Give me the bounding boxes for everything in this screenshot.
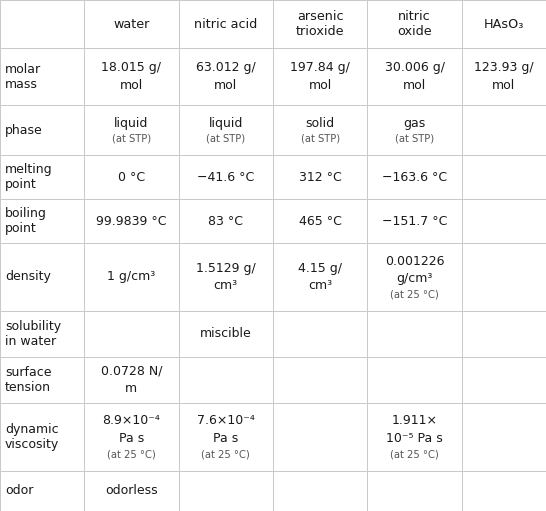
Text: 7.6×10⁻⁴: 7.6×10⁻⁴: [197, 414, 255, 427]
Text: density: density: [5, 270, 51, 283]
Text: dynamic
viscosity: dynamic viscosity: [5, 423, 60, 451]
Text: 30.006 g/: 30.006 g/: [384, 61, 444, 74]
Text: cm³: cm³: [213, 279, 238, 292]
Text: HAsO₃: HAsO₃: [484, 17, 524, 31]
Text: 1.911×: 1.911×: [391, 414, 438, 427]
Text: 312 °C: 312 °C: [299, 171, 342, 184]
Text: (at STP): (at STP): [112, 134, 151, 144]
Text: solid: solid: [306, 117, 335, 130]
Text: 10⁻⁵ Pa s: 10⁻⁵ Pa s: [386, 432, 443, 445]
Text: nitric
oxide: nitric oxide: [397, 10, 432, 38]
Text: liquid: liquid: [209, 117, 243, 130]
Text: mol: mol: [403, 79, 426, 92]
Text: miscible: miscible: [200, 327, 252, 340]
Text: melting
point: melting point: [5, 163, 52, 191]
Text: boiling
point: boiling point: [5, 207, 47, 235]
Text: solubility
in water: solubility in water: [5, 320, 61, 348]
Text: −151.7 °C: −151.7 °C: [382, 215, 447, 227]
Text: nitric acid: nitric acid: [194, 17, 257, 31]
Text: surface
tension: surface tension: [5, 366, 51, 393]
Text: mol: mol: [492, 79, 515, 92]
Text: 63.012 g/: 63.012 g/: [196, 61, 256, 74]
Text: 4.15 g/: 4.15 g/: [298, 262, 342, 274]
Text: (at 25 °C): (at 25 °C): [390, 449, 439, 459]
Text: Pa s: Pa s: [118, 432, 144, 445]
Text: phase: phase: [5, 124, 43, 137]
Text: mol: mol: [308, 79, 332, 92]
Text: molar
mass: molar mass: [5, 62, 41, 90]
Text: 197.84 g/: 197.84 g/: [290, 61, 350, 74]
Text: cm³: cm³: [308, 279, 333, 292]
Text: mol: mol: [120, 79, 143, 92]
Text: 1 g/cm³: 1 g/cm³: [107, 270, 156, 283]
Text: g/cm³: g/cm³: [396, 272, 433, 285]
Text: (at STP): (at STP): [301, 134, 340, 144]
Text: (at STP): (at STP): [395, 134, 434, 144]
Text: mol: mol: [214, 79, 238, 92]
Text: −41.6 °C: −41.6 °C: [197, 171, 254, 184]
Text: 0.0728 N/: 0.0728 N/: [100, 364, 162, 378]
Text: water: water: [113, 17, 150, 31]
Text: Pa s: Pa s: [213, 432, 239, 445]
Text: arsenic
trioxide: arsenic trioxide: [296, 10, 345, 38]
Text: m: m: [125, 382, 138, 395]
Text: liquid: liquid: [114, 117, 149, 130]
Text: odor: odor: [5, 484, 33, 497]
Text: 83 °C: 83 °C: [208, 215, 244, 227]
Text: (at 25 °C): (at 25 °C): [201, 449, 250, 459]
Text: odorless: odorless: [105, 484, 158, 497]
Text: 8.9×10⁻⁴: 8.9×10⁻⁴: [103, 414, 161, 427]
Text: gas: gas: [403, 117, 426, 130]
Text: (at 25 °C): (at 25 °C): [107, 449, 156, 459]
Text: 0.001226: 0.001226: [385, 254, 444, 268]
Text: 18.015 g/: 18.015 g/: [102, 61, 162, 74]
Text: 123.93 g/: 123.93 g/: [474, 61, 534, 74]
Text: −163.6 °C: −163.6 °C: [382, 171, 447, 184]
Text: 1.5129 g/: 1.5129 g/: [196, 262, 256, 274]
Text: 99.9839 °C: 99.9839 °C: [96, 215, 167, 227]
Text: 0 °C: 0 °C: [118, 171, 145, 184]
Text: 465 °C: 465 °C: [299, 215, 342, 227]
Text: (at 25 °C): (at 25 °C): [390, 289, 439, 299]
Text: (at STP): (at STP): [206, 134, 245, 144]
